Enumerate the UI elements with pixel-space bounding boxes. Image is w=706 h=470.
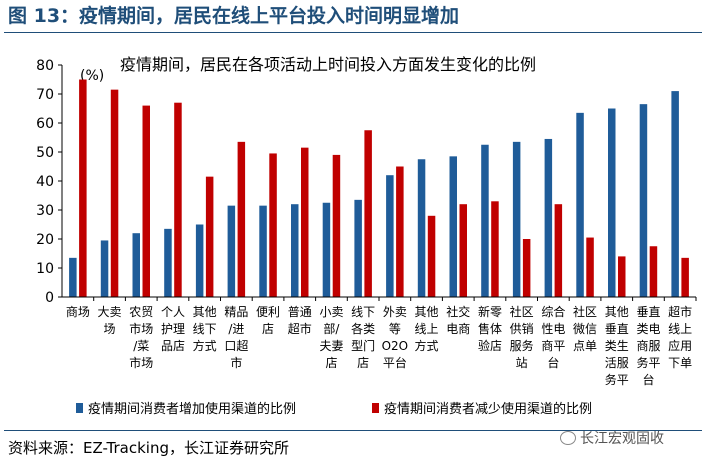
x-tick-label: 综合性电商平台 — [541, 304, 565, 370]
bar-decrease — [205, 176, 214, 297]
x-tick-label: 新零售体验店 — [478, 304, 502, 353]
x-tick-label: 小卖部/夫妻店 — [319, 305, 343, 370]
bar-decrease — [364, 130, 372, 297]
bar-decrease — [681, 257, 689, 297]
y-tick-label: 0 — [45, 290, 54, 306]
legend-swatch-decrease — [372, 403, 379, 413]
footer-rule — [4, 430, 702, 431]
y-tick-label: 70 — [36, 87, 54, 103]
bar-decrease — [301, 147, 309, 297]
figure-title: 图 13：疫情期间，居民在线上平台投入时间明显增加 — [8, 5, 460, 27]
x-tick-label: 其他线下方式 — [193, 305, 217, 353]
legend-label-increase: 疫情期间消费者增加使用渠道的比例 — [88, 401, 296, 417]
bar-decrease — [142, 105, 150, 297]
bar-increase — [100, 240, 109, 297]
y-tick-label: 60 — [36, 116, 54, 132]
y-axis: 0 10 20 30 40 50 60 70 80 — [36, 58, 63, 306]
bar-decrease — [618, 256, 626, 297]
bar-increase — [386, 175, 394, 297]
bar-decrease — [427, 215, 436, 297]
watermark-text: 长江宏观固收 — [580, 431, 664, 447]
bar-increase — [132, 233, 140, 297]
x-tick-label: 农贸市场/菜市场 — [129, 305, 153, 370]
y-tick-label: 50 — [36, 145, 54, 161]
x-tick-label: 其他线上方式 — [415, 305, 439, 353]
bar-increase — [259, 205, 267, 297]
bar-decrease — [522, 239, 531, 297]
bar-increase — [227, 205, 236, 297]
bar-decrease — [110, 89, 119, 298]
bar-increase — [671, 91, 679, 297]
bar-decrease — [174, 102, 182, 297]
y-tick-label: 20 — [36, 232, 54, 248]
title-rule — [4, 32, 702, 33]
x-tick-label: 便利店 — [256, 305, 280, 336]
legend-label-decrease: 疫情期间消费者减少使用渠道的比例 — [384, 401, 592, 417]
bar-increase — [449, 156, 457, 297]
bar-decrease — [269, 153, 277, 297]
y-tick-label: 40 — [36, 174, 54, 190]
x-tick-label: 线下各类型门店 — [351, 305, 375, 370]
chart-title: 疫情期间，居民在各项活动上时间投入方面发生变化的比例 — [120, 55, 536, 74]
wechat-icon — [560, 431, 576, 445]
bar-chart: 疫情期间，居民在各项活动上时间投入方面发生变化的比例 (%) 010203040… — [36, 55, 697, 417]
x-tick-label: 超市线上应用下单 — [668, 304, 692, 370]
legend: 疫情期间消费者增加使用渠道的比例 疫情期间消费者减少使用渠道的比例 — [76, 401, 592, 417]
x-tick-label: 社区供销服务站 — [510, 304, 534, 370]
y-tick-label: 80 — [36, 58, 54, 74]
x-tick-label: 垂直类电商服务平台 — [636, 305, 660, 387]
y-tick-label: 30 — [36, 203, 54, 219]
bar-increase — [164, 228, 172, 297]
bar-increase — [481, 144, 489, 297]
bar-decrease — [554, 204, 563, 297]
bar-increase — [354, 199, 362, 297]
bar-decrease — [79, 79, 87, 297]
watermark: 长江宏观固收 — [560, 428, 664, 448]
bar-increase — [322, 202, 331, 297]
bar-decrease — [586, 237, 594, 297]
bar-increase — [639, 104, 648, 298]
bar-increase — [608, 108, 616, 297]
bars-group — [69, 79, 689, 298]
source-note: 资料来源：EZ-Tracking，长江证券研究所 — [8, 439, 289, 457]
bar-increase — [576, 112, 584, 297]
bar-increase — [195, 224, 204, 297]
x-tick-label: 社交电商 — [446, 304, 470, 336]
x-tick-label: 外卖等 O2O 平台 — [382, 305, 409, 370]
bar-decrease — [491, 201, 499, 297]
x-tick-label: 商场 — [66, 304, 90, 319]
x-tick-label: 其他垂直类生活服务平 — [605, 305, 629, 387]
bar-increase — [544, 138, 553, 297]
bar-increase — [69, 257, 77, 297]
legend-swatch-increase — [76, 403, 83, 413]
x-axis: 商场 大卖场农贸市场/菜市场个人护理品店其他线下方式精品/进口超市便利店普通超市小… — [62, 296, 697, 387]
x-tick-label: 社区微信点单 — [573, 304, 597, 353]
bar-increase — [291, 204, 299, 297]
bar-increase — [417, 159, 426, 297]
x-tick-label: 精品/进口超市 — [224, 305, 248, 370]
bar-decrease — [237, 141, 246, 297]
bar-decrease — [649, 246, 658, 297]
y-tick-label: 10 — [36, 261, 54, 277]
bar-decrease — [459, 204, 467, 297]
x-tick-label: 普通超市 — [288, 305, 312, 336]
bar-increase — [512, 141, 521, 297]
bar-decrease — [332, 154, 341, 297]
x-tick-label: 个人护理品店 — [161, 305, 185, 353]
x-tick-label: 大卖场 — [98, 305, 122, 336]
bar-decrease — [396, 166, 404, 297]
